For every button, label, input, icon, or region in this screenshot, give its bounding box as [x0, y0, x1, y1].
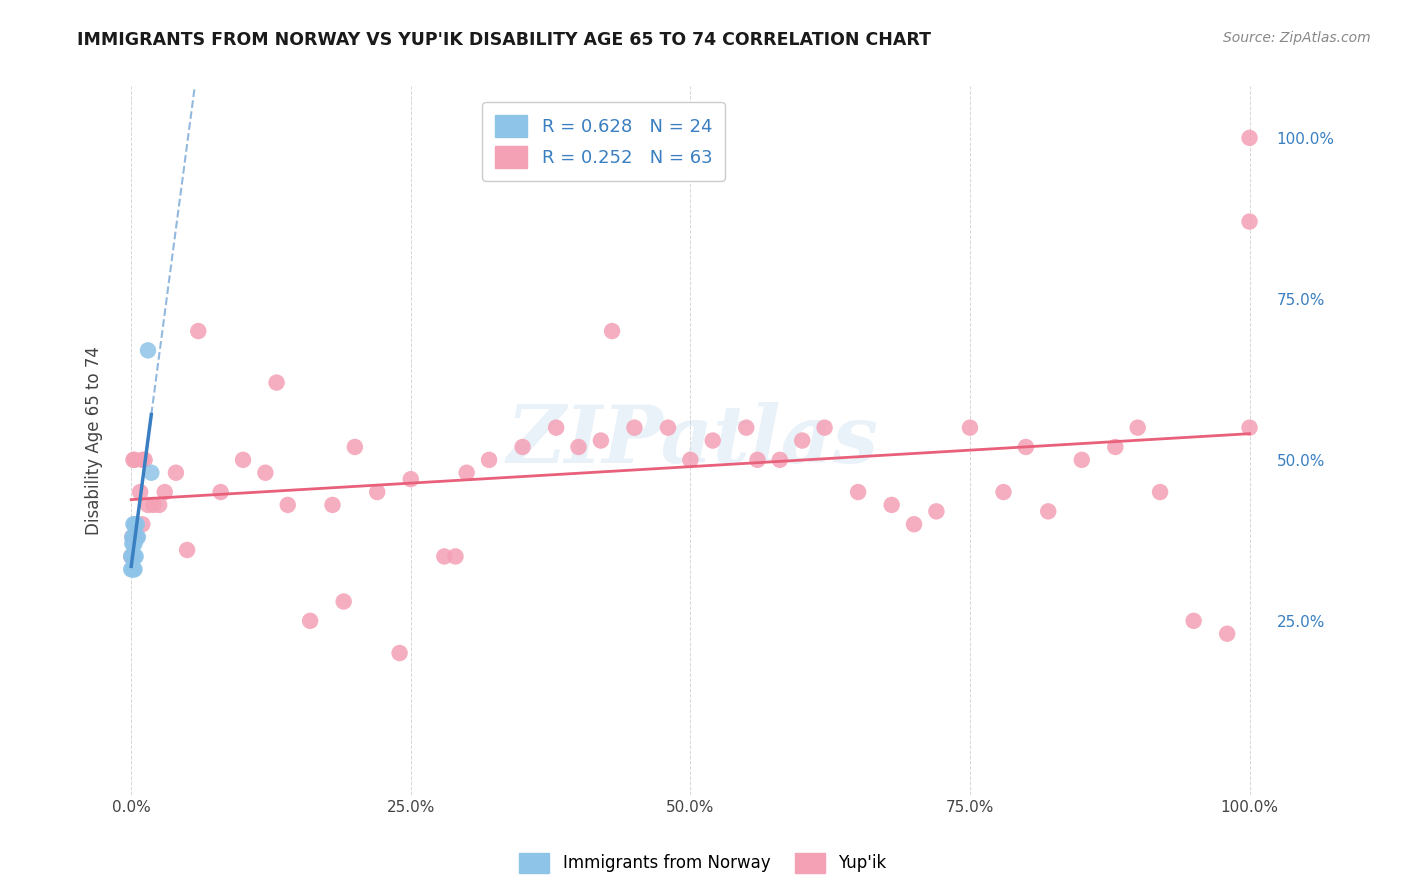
Point: [332, 594, 354, 608]
Point: [993, 485, 1015, 500]
Point: [321, 498, 343, 512]
Point: [1216, 626, 1239, 640]
Point: [433, 549, 456, 564]
Point: [129, 485, 152, 500]
Point: [124, 517, 146, 532]
Point: [121, 536, 143, 550]
Point: [176, 543, 198, 558]
Point: [121, 530, 143, 544]
Point: [1126, 420, 1149, 434]
Point: [124, 549, 146, 564]
Point: [880, 498, 903, 512]
Point: [122, 530, 145, 544]
Point: [122, 562, 145, 576]
Point: [657, 420, 679, 434]
Point: [124, 549, 146, 564]
Point: [134, 453, 156, 467]
Point: [209, 485, 232, 500]
Point: [1239, 214, 1261, 228]
Point: [131, 517, 153, 532]
Point: [121, 562, 143, 576]
Point: [153, 485, 176, 500]
Point: [277, 498, 299, 512]
Point: [266, 376, 288, 390]
Point: [903, 517, 925, 532]
Point: [121, 549, 143, 564]
Point: [1070, 453, 1092, 467]
Point: [769, 453, 792, 467]
Point: [399, 472, 422, 486]
Point: [679, 453, 702, 467]
Point: [124, 517, 146, 532]
Point: [735, 420, 758, 434]
Point: [444, 549, 467, 564]
Point: [148, 498, 170, 512]
Point: [141, 466, 163, 480]
Point: [142, 498, 165, 512]
Text: Source: ZipAtlas.com: Source: ZipAtlas.com: [1223, 31, 1371, 45]
Point: [125, 530, 148, 544]
Point: [125, 530, 148, 544]
Point: [232, 453, 254, 467]
Point: [124, 530, 146, 544]
Point: [846, 485, 869, 500]
Point: [131, 453, 153, 467]
Point: [1239, 131, 1261, 145]
Point: [546, 420, 568, 434]
Point: [1239, 420, 1261, 434]
Point: [343, 440, 366, 454]
Point: [120, 562, 142, 576]
Point: [122, 549, 145, 564]
Point: [747, 453, 769, 467]
Point: [124, 536, 146, 550]
Point: [187, 324, 209, 338]
Point: [120, 549, 142, 564]
Point: [959, 420, 981, 434]
Point: [456, 466, 478, 480]
Point: [1038, 504, 1060, 518]
Y-axis label: Disability Age 65 to 74: Disability Age 65 to 74: [86, 346, 103, 535]
Point: [124, 562, 146, 576]
Point: [478, 453, 501, 467]
Point: [1104, 440, 1126, 454]
Point: [299, 614, 322, 628]
Point: [1149, 485, 1171, 500]
Point: [122, 453, 145, 467]
Point: [366, 485, 388, 500]
Point: [567, 440, 589, 454]
Point: [165, 466, 187, 480]
Point: [136, 343, 159, 358]
Text: ZIPatlas: ZIPatlas: [508, 401, 879, 479]
Point: [121, 530, 143, 544]
Point: [125, 517, 148, 532]
Point: [813, 420, 835, 434]
Text: IMMIGRANTS FROM NORWAY VS YUP'IK DISABILITY AGE 65 TO 74 CORRELATION CHART: IMMIGRANTS FROM NORWAY VS YUP'IK DISABIL…: [77, 31, 931, 49]
Point: [600, 324, 623, 338]
Point: [1182, 614, 1205, 628]
Point: [124, 530, 146, 544]
Point: [702, 434, 724, 448]
Legend: R = 0.628   N = 24, R = 0.252   N = 63: R = 0.628 N = 24, R = 0.252 N = 63: [482, 103, 725, 181]
Point: [589, 434, 612, 448]
Point: [792, 434, 814, 448]
Point: [254, 466, 277, 480]
Legend: Immigrants from Norway, Yup'ik: Immigrants from Norway, Yup'ik: [513, 847, 893, 880]
Point: [388, 646, 411, 660]
Point: [127, 530, 149, 544]
Point: [512, 440, 534, 454]
Point: [122, 536, 145, 550]
Point: [136, 498, 159, 512]
Point: [122, 517, 145, 532]
Point: [1015, 440, 1038, 454]
Point: [120, 549, 142, 564]
Point: [925, 504, 948, 518]
Point: [623, 420, 645, 434]
Point: [124, 453, 146, 467]
